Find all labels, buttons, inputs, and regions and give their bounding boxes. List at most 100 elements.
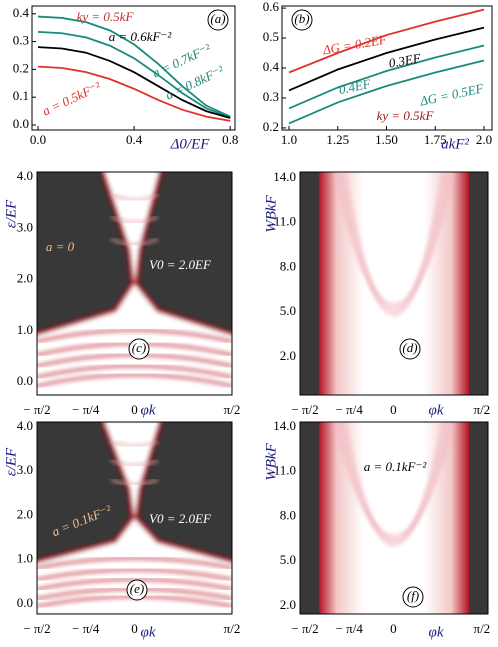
- heatmap-band: [343, 172, 445, 316]
- y-tick-label: 1.0: [17, 551, 33, 566]
- annotation: a = 0: [386, 238, 415, 253]
- annotation: ky = 0.5kF: [77, 9, 135, 24]
- annotation: ky = 0.5kF: [377, 108, 435, 123]
- annotation: (e): [130, 581, 144, 596]
- annotation: (b): [294, 11, 309, 26]
- annotation: (a): [210, 11, 225, 26]
- heatmap-band: [37, 364, 232, 379]
- x-tick-label: 1.25: [326, 132, 349, 147]
- y-tick-label: 0.4: [263, 59, 280, 74]
- heatmap-band: [110, 215, 159, 224]
- annotation: 0.3EF: [388, 50, 423, 71]
- y-tick-label: 0.0: [17, 595, 33, 610]
- plot-frame: [299, 421, 489, 615]
- heatmap-band: [340, 172, 448, 313]
- y-axis-label: WBkF: [263, 194, 279, 232]
- heatmap-band: [37, 373, 232, 388]
- x-tick-label: − π/4: [72, 621, 100, 636]
- annotation: ΔG = 0.2EF: [321, 31, 389, 57]
- heatmap-shading: [37, 172, 232, 395]
- heatmap-band: [337, 422, 451, 540]
- annotation: a = 0.5kF⁻²: [40, 78, 104, 118]
- annotation: a = 0.6kF⁻²: [109, 29, 173, 44]
- heatmap-band: [110, 478, 159, 486]
- x-tick-label: 0.4: [126, 132, 143, 147]
- y-tick-label: 14.0: [273, 169, 296, 184]
- y-tick-label: 0.1: [13, 88, 29, 103]
- heatmap: [37, 172, 232, 395]
- heatmap-band: [37, 557, 232, 570]
- y-tick-label: 0.0: [17, 373, 33, 388]
- label-circle: [291, 9, 313, 31]
- heatmap-band: [37, 329, 232, 343]
- y-tick-label: 0.0: [13, 116, 29, 131]
- x-tick-label: − π/2: [23, 621, 50, 636]
- x-tick-label: 0: [131, 402, 138, 417]
- x-tick-label: 0.0: [30, 132, 46, 147]
- y-tick-label: 0.3: [263, 89, 279, 104]
- heatmap-band: [37, 568, 232, 581]
- heatmap-band: [110, 459, 159, 467]
- heatmap-band: [110, 193, 159, 201]
- annotation: V0 = 2.0EF: [149, 511, 212, 526]
- label-circle: [207, 9, 229, 31]
- y-tick-label: 2.0: [17, 506, 33, 521]
- x-tick-label: 1.75: [424, 132, 447, 147]
- annotation: a = 0: [46, 239, 75, 254]
- annotation: a = 0.1kF⁻²: [364, 459, 428, 474]
- x-tick-label: 0: [390, 402, 397, 417]
- label-circle: [399, 338, 421, 360]
- x-axis-label: φk: [141, 624, 156, 640]
- x-axis-label: akF²: [441, 136, 469, 152]
- heatmap: [300, 422, 488, 614]
- y-tick-label: 0.4: [13, 5, 30, 20]
- y-tick-label: 5.0: [280, 303, 296, 318]
- series-line: [37, 46, 231, 119]
- x-axis-label: Δ0/EF: [170, 136, 211, 152]
- x-tick-label: − π/4: [336, 621, 364, 636]
- x-tick-label: − π/2: [291, 621, 318, 636]
- label-circle: [128, 338, 150, 360]
- y-tick-label: 0.6: [263, 0, 280, 14]
- x-tick-label: − π/4: [336, 402, 364, 417]
- y-tick-label: 0.5: [263, 29, 279, 44]
- heatmap-band: [110, 237, 159, 246]
- heatmap-shading: [37, 422, 232, 614]
- annotation: V0 = 2.0EF: [149, 257, 212, 272]
- x-tick-label: π/2: [224, 402, 241, 417]
- y-tick-label: 0.2: [13, 60, 29, 75]
- x-tick-label: 1.0: [281, 132, 297, 147]
- y-axis-label: ε/EF: [3, 199, 19, 228]
- annotation: (f): [407, 588, 419, 603]
- heatmap-band: [37, 578, 232, 591]
- y-tick-label: 5.0: [280, 552, 296, 567]
- x-tick-label: − π/2: [291, 402, 318, 417]
- y-tick-label: 8.0: [280, 258, 296, 273]
- x-tick-label: π/2: [224, 621, 241, 636]
- heatmap-band: [333, 422, 455, 537]
- heatmap-band: [333, 172, 455, 306]
- y-tick-label: 11.0: [274, 214, 296, 229]
- x-tick-label: 0: [390, 621, 397, 636]
- y-tick-label: 4.0: [17, 418, 33, 433]
- heatmap-band: [110, 440, 159, 447]
- y-tick-label: 0.3: [13, 33, 29, 48]
- series-line: [37, 30, 231, 119]
- y-tick-label: 8.0: [280, 507, 296, 522]
- y-tick-label: 2.0: [280, 597, 296, 612]
- heatmap-band: [336, 172, 452, 309]
- y-tick-label: 3.0: [17, 462, 33, 477]
- y-tick-label: 11.0: [274, 463, 296, 478]
- series-line: [288, 26, 485, 92]
- series-line: [37, 65, 231, 122]
- y-tick-label: 0.2: [263, 119, 279, 134]
- series-line: [288, 8, 485, 74]
- heatmap-shading: [318, 422, 470, 614]
- annotation: (c): [132, 340, 146, 355]
- x-tick-label: − π/2: [23, 402, 50, 417]
- plot-frame: [36, 421, 233, 615]
- series-line: [288, 59, 485, 125]
- y-tick-label: 4.0: [17, 168, 33, 183]
- x-tick-label: 2.0: [476, 132, 492, 147]
